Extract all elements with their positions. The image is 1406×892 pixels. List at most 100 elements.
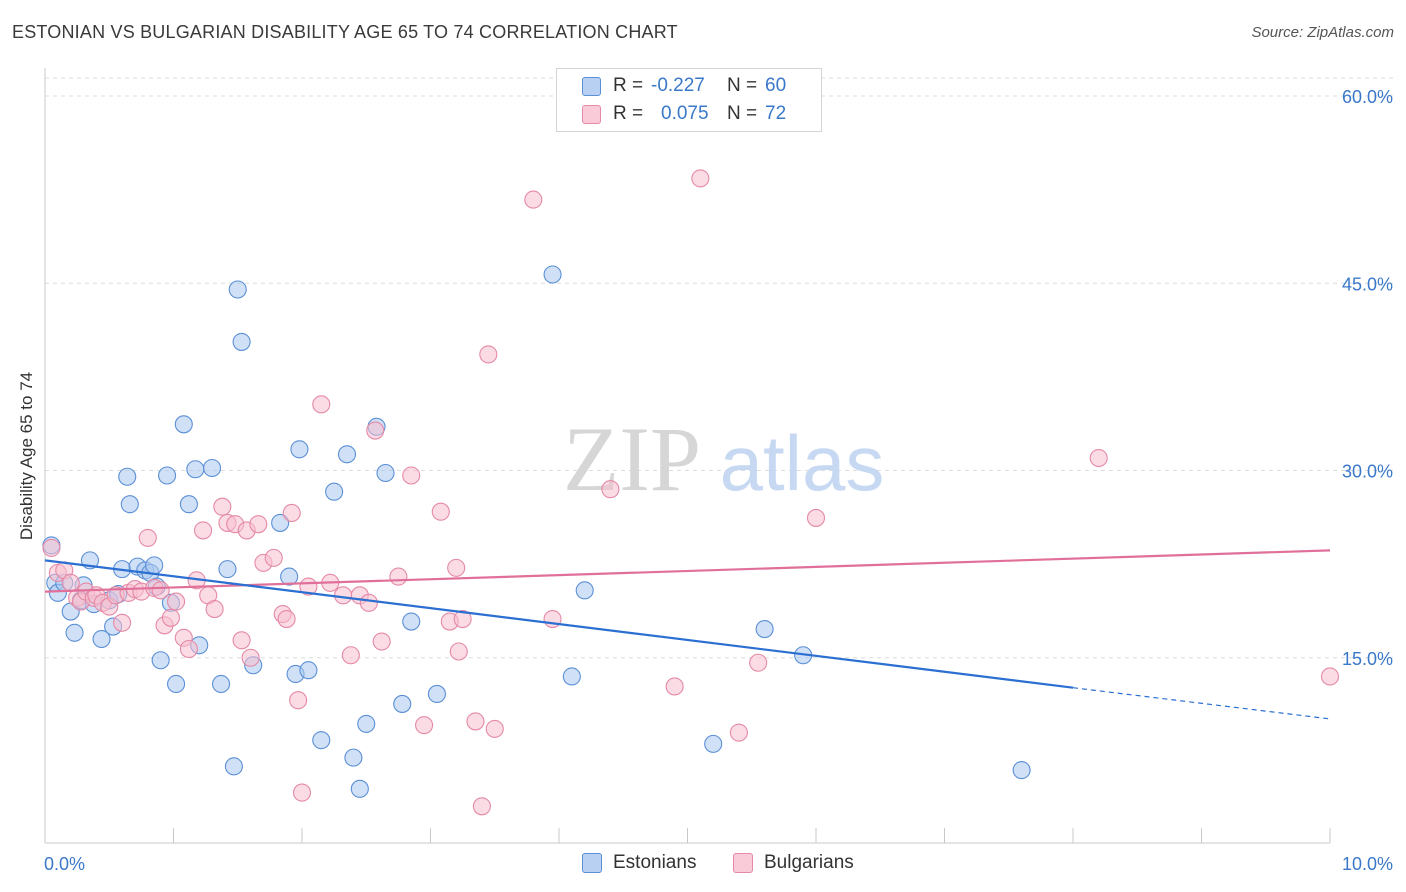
bulgarians-point [312, 395, 331, 414]
estonians-point [224, 757, 243, 776]
bulgarians-point [232, 631, 251, 650]
bulgarians-point [179, 639, 198, 659]
estonians-point [280, 567, 299, 586]
estonians-point [232, 332, 251, 351]
estonians-point [218, 560, 237, 579]
bulgarians-point [665, 677, 684, 696]
estonians-point [427, 684, 446, 704]
bulgarians-point [113, 613, 132, 632]
legend-label-estonians: Estonians [613, 852, 697, 873]
source-note: Source: ZipAtlas.com [1251, 24, 1394, 41]
legend-n-label: N = [727, 103, 758, 124]
bulgarians-point [194, 521, 213, 540]
bulgarians-point [466, 712, 485, 731]
bulgarians-point [138, 528, 157, 547]
bulgarians-point [472, 797, 491, 816]
estonians-point [290, 440, 309, 459]
bulgarians-point [485, 719, 504, 738]
bulgarians-point [806, 508, 826, 527]
legend-row-bulgarians: R = 0.075 N = 72 [557, 100, 786, 128]
bulgarians-point [167, 592, 186, 611]
bulgarians-point [249, 515, 268, 534]
bulgarians-point [524, 190, 543, 209]
watermark-atlas: atlas [720, 419, 885, 507]
chart-title: ESTONIAN VS BULGARIAN DISABILITY AGE 65 … [12, 22, 678, 42]
estonians-point [393, 694, 412, 713]
legend-n-label: N = [727, 75, 758, 96]
estonians-point [228, 280, 247, 299]
bulgarians-point [372, 632, 391, 651]
estonians-point [211, 674, 231, 694]
estonians-point [92, 629, 111, 649]
estonians-point [344, 748, 363, 767]
bulgarians-point [601, 480, 620, 499]
estonians-point [145, 556, 164, 575]
bulgarians-point [389, 567, 408, 586]
estonians-point [312, 731, 331, 750]
estonians-point [543, 265, 562, 284]
estonians-point [179, 495, 198, 514]
estonians-point [299, 661, 318, 680]
legend-n-value: 60 [765, 75, 787, 96]
bulgarians-point [749, 653, 768, 672]
legend-n-value: 72 [765, 103, 787, 124]
legend-swatch-bulgarians [582, 104, 601, 124]
estonians-point [271, 513, 290, 532]
legend-r-value: -0.227 [651, 75, 705, 96]
estonians-point [376, 463, 395, 483]
bulgarians-point [729, 723, 748, 742]
bulgarians-point [453, 610, 472, 629]
tick-labels: 15.0% 30.0% 45.0% 60.0% 0.0% 10.0% [44, 87, 1393, 874]
y-tick-label: 45.0% [1342, 274, 1393, 294]
x-tick-label: 0.0% [44, 854, 85, 874]
estonians-point [402, 612, 421, 631]
estonians-point [1012, 761, 1031, 780]
estonians-point [151, 651, 170, 670]
trend-line-estonians [44, 559, 1074, 689]
legend-swatch-bulgarians [733, 853, 753, 873]
legend-label-bulgarians: Bulgarians [764, 852, 854, 873]
bulgarians-point [479, 345, 498, 364]
bulgarians-point [366, 421, 385, 440]
estonians-point [704, 734, 723, 753]
legend-swatch-estonians [582, 76, 601, 96]
bulgarians-point [205, 600, 224, 619]
bulgarians-point [1320, 667, 1340, 686]
estonians-point [186, 460, 205, 479]
series-estonians [42, 265, 1031, 798]
bulgarians-point [264, 548, 283, 567]
bulgarians-point [161, 608, 180, 627]
bulgarians-point [415, 716, 434, 735]
estonians-point [575, 581, 594, 600]
legend-swatch-estonians [582, 853, 602, 873]
legend-r-value: 0.075 [661, 103, 709, 124]
bulgarians-point [241, 648, 260, 667]
bulgarians-point [277, 610, 296, 629]
legend-r-label: R = [613, 103, 644, 124]
correlation-legend: R = -0.227 N = 60 R = 0.075 N = 72 [556, 68, 822, 132]
bulgarians-point [292, 783, 312, 802]
y-tick-label: 30.0% [1342, 462, 1393, 482]
trend-line-bulgarians [44, 549, 1331, 593]
watermark-zip: ZIP [563, 408, 701, 510]
axes [44, 68, 1331, 844]
bulgarians-point [151, 581, 170, 600]
legend-item-bulgarians[interactable]: Bulgarians [733, 852, 854, 874]
bulgarians-point [42, 538, 61, 557]
legend-row-estonians: R = -0.227 N = 60 [557, 72, 786, 100]
x-tick-label: 10.0% [1342, 854, 1393, 874]
legend-item-estonians[interactable]: Estonians [582, 852, 696, 874]
bulgarians-point [431, 502, 450, 521]
estonians-point [158, 466, 177, 485]
bulgarians-point [282, 503, 301, 522]
trend-line-estonians-extrapolated [1072, 687, 1331, 720]
bulgarians-point [402, 466, 421, 485]
estonians-point [357, 714, 376, 733]
estonians-point [325, 482, 344, 501]
estonians-point [350, 779, 369, 798]
estonians-point [174, 415, 193, 434]
estonians-point [203, 458, 222, 478]
trend-lines [44, 549, 1331, 720]
bulgarians-point [1089, 448, 1108, 468]
